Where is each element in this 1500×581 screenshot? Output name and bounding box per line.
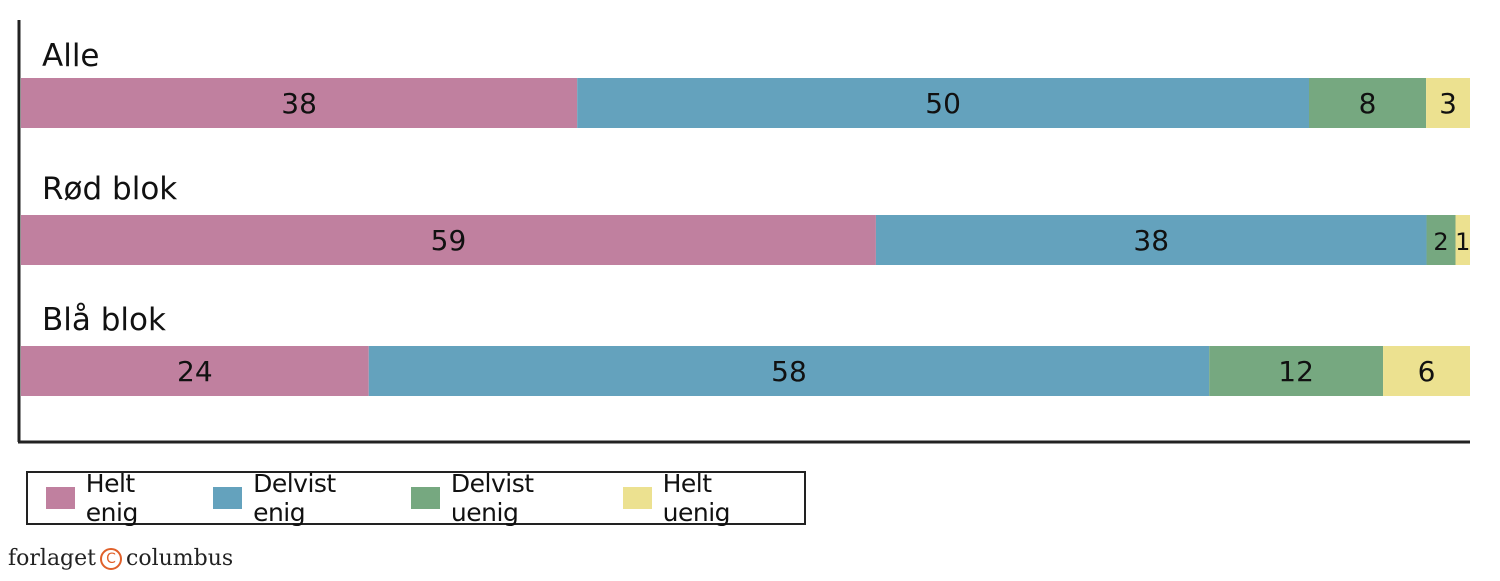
- publisher-footer: forlaget C columbus: [8, 546, 233, 571]
- bars-layer: Alle 38 50 8 3 Rød blok 59 38 2 1 Blå blok 24 58 12 6: [21, 38, 1470, 396]
- legend-label: Delvist enig: [253, 469, 336, 527]
- legend-swatch: [213, 487, 243, 509]
- bar-segment: [1426, 78, 1470, 128]
- legend-item-helt-uenig: Helt uenig: [622, 469, 774, 527]
- copyright-logo-icon: C: [100, 547, 122, 570]
- bar-segment: [1309, 78, 1427, 128]
- legend-swatch: [411, 487, 440, 509]
- bar-segment: [1383, 346, 1470, 396]
- legend-label: Helt enig: [85, 469, 139, 527]
- data-label: 2: [1433, 228, 1448, 256]
- bar-segment: [21, 215, 876, 265]
- data-label: 12: [1278, 355, 1314, 388]
- legend: Helt enig Delvist enig Delvist uenig Hel…: [26, 469, 806, 527]
- legend-label: Delvist uenig: [450, 469, 534, 527]
- legend-swatch: [46, 487, 75, 509]
- data-label: 8: [1359, 87, 1377, 120]
- data-label: 24: [177, 355, 213, 388]
- publisher-prefix: forlaget: [8, 546, 96, 571]
- publisher-suffix: columbus: [126, 546, 234, 571]
- data-label: 38: [1133, 224, 1169, 257]
- bar-segment: [1426, 215, 1456, 265]
- legend-item-delvist-enig: Delvist enig: [213, 469, 381, 527]
- bar-segment: [368, 346, 1210, 396]
- data-label: 59: [431, 224, 467, 257]
- data-label: 6: [1418, 355, 1436, 388]
- category-label: Alle: [42, 38, 100, 74]
- bar-segment: [577, 78, 1309, 128]
- category-label: Blå blok: [42, 302, 166, 338]
- data-label: 50: [925, 87, 961, 120]
- data-label: 58: [771, 355, 807, 388]
- bar-segment: [875, 215, 1427, 265]
- bar-segment: [1455, 215, 1470, 265]
- data-label: 3: [1439, 87, 1457, 120]
- stacked-bar-chart: Alle 38 50 8 3 Rød blok 59 38 2 1 Blå blok 24 58 12 6: [17, 20, 1470, 444]
- bar-segment: [21, 346, 369, 396]
- category-label: Rød blok: [42, 171, 177, 207]
- bar-segment: [21, 78, 578, 128]
- data-label: 1: [1455, 228, 1470, 256]
- data-label: 38: [281, 87, 317, 120]
- legend-label: Helt uenig: [662, 469, 731, 527]
- legend-item-delvist-uenig: Delvist uenig: [411, 469, 593, 527]
- bar-segment: [1209, 346, 1384, 396]
- legend-swatch: [622, 487, 652, 509]
- legend-item-helt-enig: Helt enig: [46, 469, 183, 527]
